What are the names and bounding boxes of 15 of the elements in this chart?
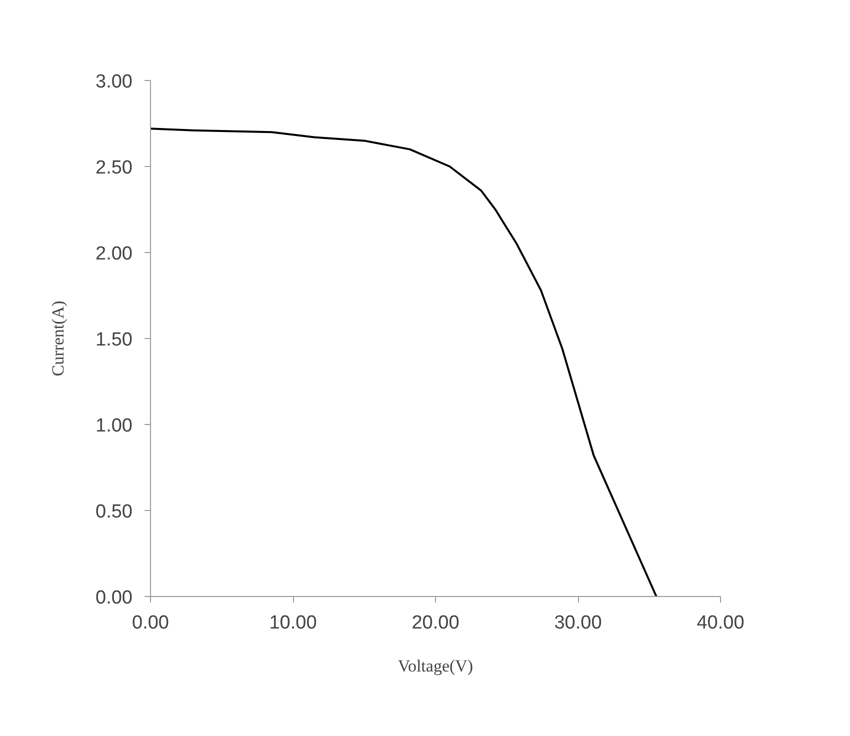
y-tick-label: 0.50 [96, 502, 133, 522]
y-tick-label: 2.50 [96, 158, 133, 178]
y-tick-label: 2.00 [96, 244, 133, 264]
x-tick-label: 30.00 [554, 612, 602, 634]
y-tick-label: 1.50 [96, 330, 133, 350]
y-axis-title: Current(A) [48, 300, 68, 376]
x-tick-label: 40.00 [696, 612, 744, 634]
x-axis-title: Voltage(V) [398, 656, 474, 676]
y-tick-label: 0.00 [96, 588, 133, 608]
y-tick-label: 3.00 [96, 72, 133, 92]
x-tick-label: 10.00 [269, 612, 317, 634]
line-series [150, 128, 658, 596]
x-tick-label: 0.00 [132, 612, 169, 634]
x-tick-label: 20.00 [412, 612, 460, 634]
y-tick-label: 1.00 [96, 416, 133, 436]
